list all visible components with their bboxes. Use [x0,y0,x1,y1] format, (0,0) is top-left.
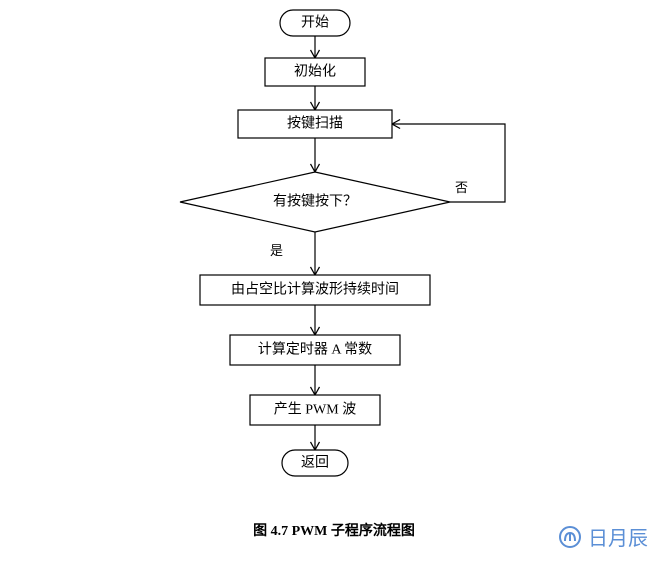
watermark-text: 日月辰 [588,522,648,551]
flow-node-label: 返回 [301,455,329,471]
caption-text: 图 4.7 PWM 子程序流程图 [253,524,415,539]
flow-node-label: 有按键按下？ [273,194,357,210]
edge-label: 是 [270,243,283,258]
flow-node-label: 由占空比计算波形持续时间 [231,281,399,298]
flow-node-label: 产生 PWM 波 [274,402,356,418]
flow-node-label: 初始化 [294,63,336,80]
edge-label: 否 [455,180,468,195]
flow-node-label: 开始 [301,15,329,31]
watermark-icon [558,525,582,549]
flow-edge [392,124,505,202]
watermark: 日月辰 [558,522,648,551]
flow-node-label: 计算定时器 A 常数 [258,342,372,358]
flow-node-label: 按键扫描 [287,116,343,132]
flowchart-svg: 是 否 开始初始化按键扫描有按键按下？ 由占空比计算波形持续时间计算定时器 A 常数产… [0,0,668,500]
